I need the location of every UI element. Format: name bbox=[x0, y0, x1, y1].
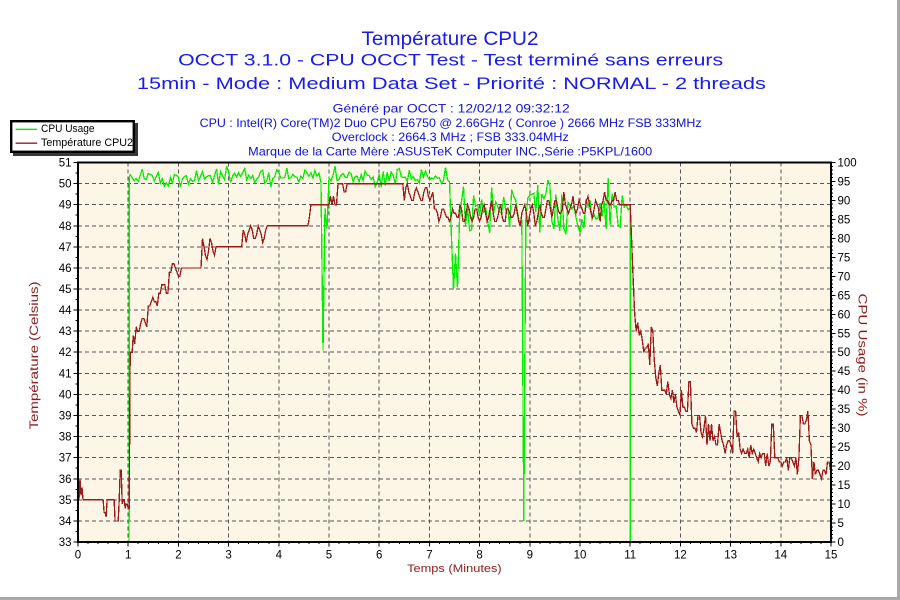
svg-text:0: 0 bbox=[75, 550, 81, 562]
svg-text:CPU : Intel(R) Core(TM)2 Duo C: CPU : Intel(R) Core(TM)2 Duo CPU E6750 @… bbox=[200, 116, 702, 130]
svg-text:0: 0 bbox=[838, 537, 844, 549]
svg-text:Température CPU2: Température CPU2 bbox=[362, 28, 539, 50]
svg-text:90: 90 bbox=[838, 195, 851, 207]
svg-text:45: 45 bbox=[59, 284, 72, 296]
svg-text:65: 65 bbox=[838, 290, 851, 302]
svg-text:7: 7 bbox=[426, 550, 432, 562]
svg-text:11: 11 bbox=[624, 550, 636, 562]
svg-text:Overclock : 2664.3 MHz ; FSB 3: Overclock : 2664.3 MHz ; FSB 333.04MHz bbox=[332, 130, 569, 144]
svg-text:OCCT 3.1.0 - CPU OCCT Test - T: OCCT 3.1.0 - CPU OCCT Test - Test termin… bbox=[178, 52, 723, 70]
svg-text:60: 60 bbox=[838, 309, 851, 321]
svg-text:15: 15 bbox=[838, 480, 851, 492]
svg-text:9: 9 bbox=[527, 550, 533, 562]
svg-text:30: 30 bbox=[838, 423, 851, 435]
svg-text:49: 49 bbox=[59, 200, 72, 212]
svg-text:51: 51 bbox=[59, 158, 72, 170]
svg-text:12: 12 bbox=[674, 550, 687, 562]
svg-text:39: 39 bbox=[59, 411, 72, 423]
svg-text:15: 15 bbox=[825, 550, 838, 562]
svg-text:50: 50 bbox=[59, 179, 72, 191]
svg-text:1: 1 bbox=[125, 550, 131, 562]
svg-text:Température CPU2: Température CPU2 bbox=[41, 137, 133, 149]
svg-text:10: 10 bbox=[574, 550, 587, 562]
svg-text:85: 85 bbox=[838, 214, 851, 226]
svg-text:8: 8 bbox=[476, 550, 482, 562]
svg-text:14: 14 bbox=[774, 550, 787, 562]
svg-text:6: 6 bbox=[376, 550, 382, 562]
svg-text:46: 46 bbox=[59, 263, 72, 275]
svg-text:Temps (Minutes): Temps (Minutes) bbox=[407, 563, 502, 575]
svg-text:34: 34 bbox=[59, 516, 72, 528]
svg-text:80: 80 bbox=[838, 233, 851, 245]
svg-text:35: 35 bbox=[59, 495, 72, 507]
svg-text:CPU Usage (in %): CPU Usage (in %) bbox=[856, 294, 868, 417]
svg-text:CPU Usage: CPU Usage bbox=[41, 123, 95, 135]
svg-text:20: 20 bbox=[838, 461, 851, 473]
svg-text:40: 40 bbox=[59, 389, 72, 401]
svg-text:5: 5 bbox=[838, 518, 844, 530]
svg-text:Généré par OCCT : 12/02/12 09:: Généré par OCCT : 12/02/12 09:32:12 bbox=[333, 101, 570, 115]
svg-text:37: 37 bbox=[59, 453, 72, 465]
svg-text:50: 50 bbox=[838, 347, 851, 359]
svg-text:45: 45 bbox=[838, 366, 851, 378]
svg-text:13: 13 bbox=[724, 550, 737, 562]
svg-text:41: 41 bbox=[59, 368, 72, 380]
svg-text:100: 100 bbox=[838, 158, 857, 170]
svg-text:3: 3 bbox=[225, 550, 231, 562]
svg-text:4: 4 bbox=[276, 550, 283, 562]
svg-text:33: 33 bbox=[59, 537, 72, 549]
svg-text:Température (Celsius): Température (Celsius) bbox=[29, 281, 41, 429]
svg-text:44: 44 bbox=[59, 305, 72, 317]
svg-text:43: 43 bbox=[59, 326, 72, 338]
svg-text:Marque de la Carte Mère :ASUST: Marque de la Carte Mère :ASUSTeK Compute… bbox=[248, 144, 652, 158]
svg-text:5: 5 bbox=[326, 550, 332, 562]
svg-text:42: 42 bbox=[59, 347, 72, 359]
svg-text:15min - Mode : Medium Data Set: 15min - Mode : Medium Data Set - Priorit… bbox=[137, 75, 766, 93]
svg-text:75: 75 bbox=[838, 252, 851, 264]
svg-text:47: 47 bbox=[59, 242, 72, 254]
svg-text:25: 25 bbox=[838, 442, 851, 454]
svg-text:70: 70 bbox=[838, 271, 851, 283]
svg-text:2: 2 bbox=[175, 550, 181, 562]
svg-text:35: 35 bbox=[838, 404, 851, 416]
svg-text:36: 36 bbox=[59, 474, 72, 486]
svg-text:38: 38 bbox=[59, 432, 72, 444]
svg-text:55: 55 bbox=[838, 328, 851, 340]
svg-text:48: 48 bbox=[59, 221, 72, 233]
svg-text:40: 40 bbox=[838, 385, 851, 397]
svg-text:95: 95 bbox=[838, 177, 851, 189]
svg-text:10: 10 bbox=[838, 499, 851, 511]
